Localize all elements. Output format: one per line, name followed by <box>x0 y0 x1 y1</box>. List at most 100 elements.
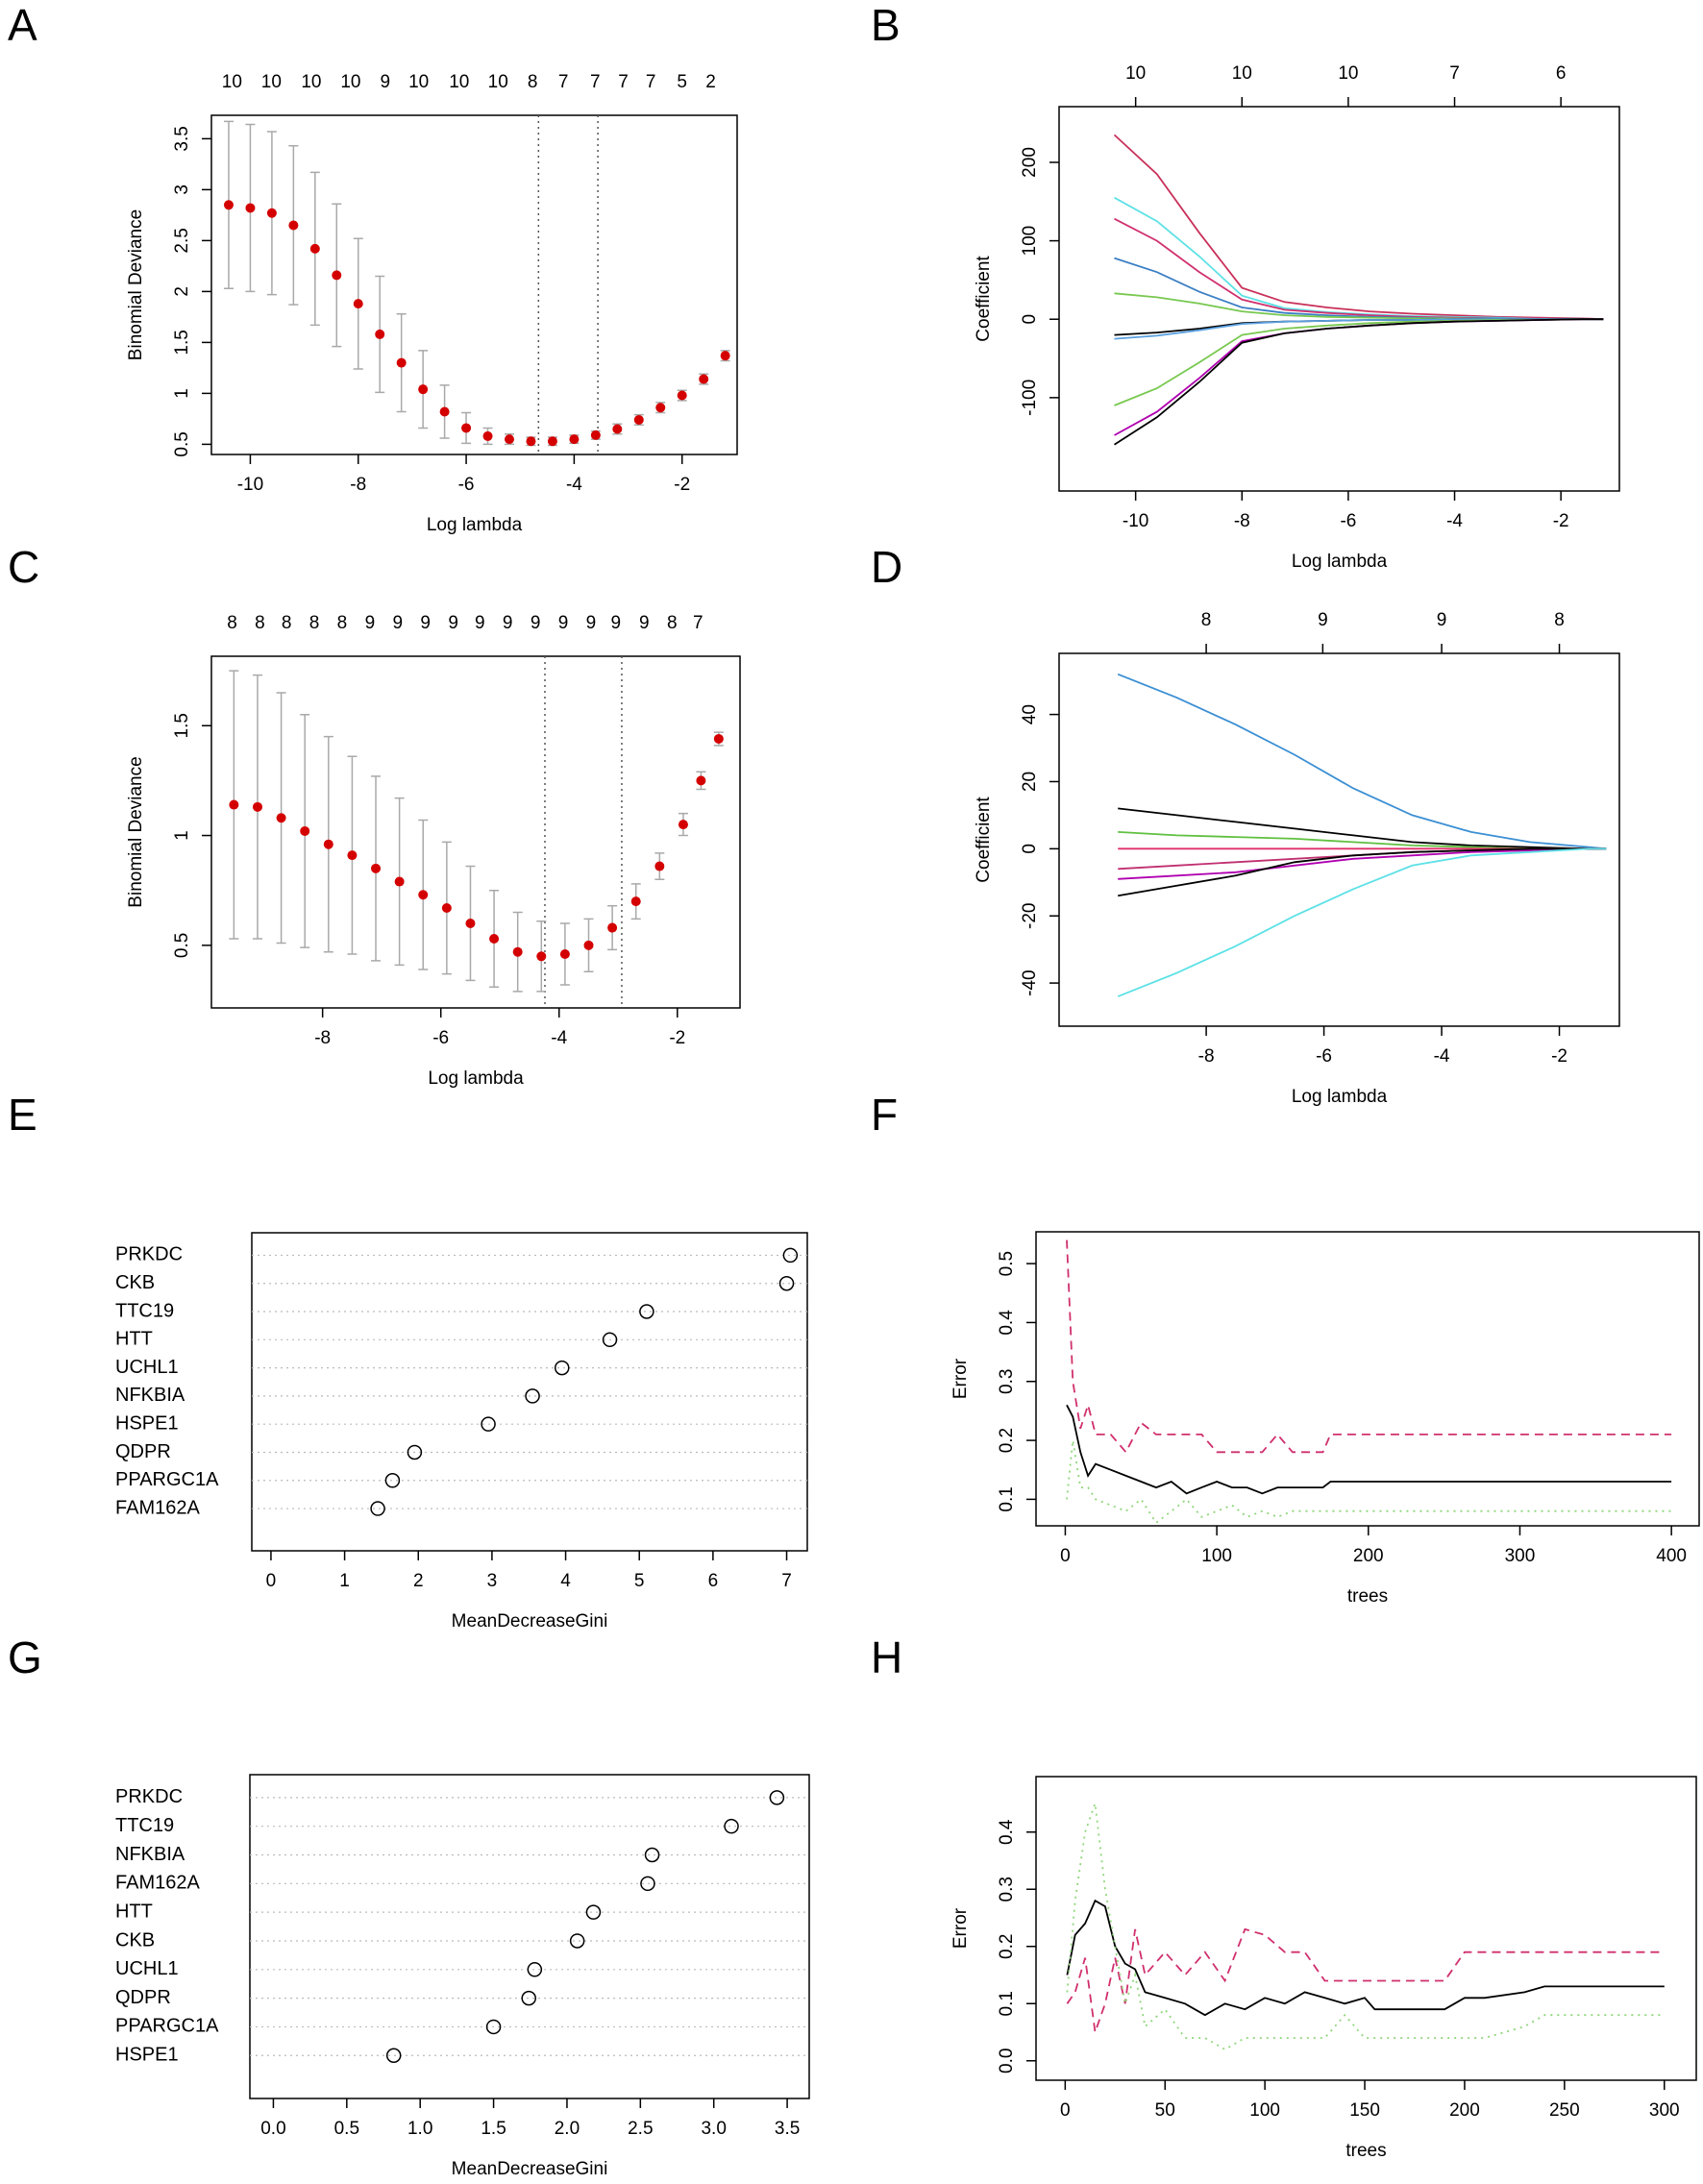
panel-letter: C <box>8 542 39 592</box>
point <box>505 434 515 445</box>
x-tick-label: 200 <box>1449 2100 1480 2121</box>
top-tick-label: 7 <box>590 72 601 92</box>
point <box>602 1332 618 1348</box>
point <box>654 861 665 871</box>
x-tick-label: 300 <box>1505 1546 1536 1566</box>
point <box>696 775 706 786</box>
plot-box <box>210 655 741 1009</box>
point <box>407 1444 423 1460</box>
y-tick-label: 0.1 <box>997 1991 1017 2016</box>
series-line <box>1114 318 1604 436</box>
series-line <box>1066 1239 1672 1454</box>
top-tick-label: 8 <box>1554 610 1565 630</box>
plot-box <box>249 1774 810 2099</box>
y-axis-title: Binomial Deviance <box>126 209 146 360</box>
point <box>536 951 547 962</box>
point <box>323 839 333 849</box>
x-tick-label: 2.5 <box>628 2119 653 2139</box>
x-tick-label: -6 <box>1340 511 1356 531</box>
y-tick-label: -20 <box>1020 902 1040 928</box>
plot-box <box>1058 652 1620 1027</box>
series-line <box>1066 1404 1672 1495</box>
series-line <box>1113 134 1604 321</box>
x-axis-title: Log lambda <box>428 1068 524 1089</box>
point <box>332 270 342 281</box>
point <box>527 1962 543 1977</box>
y-tick-label: 0.4 <box>997 1310 1017 1336</box>
x-axis-title: Log lambda <box>427 515 523 535</box>
point <box>630 896 641 907</box>
point <box>385 2048 402 2064</box>
y-tick-label: 3.5 <box>172 126 192 151</box>
point <box>512 946 523 957</box>
y-axis-title: Error <box>950 1907 971 1949</box>
x-axis-title: Log lambda <box>1292 1087 1388 1107</box>
x-tick-label: -8 <box>1234 511 1250 531</box>
top-tick-label: 10 <box>1125 63 1146 84</box>
point <box>353 299 363 309</box>
x-tick-label: 0.0 <box>260 2119 285 2139</box>
top-tick-label: 10 <box>488 72 508 92</box>
top-tick-label: 10 <box>1232 63 1252 84</box>
x-tick-label: 3 <box>487 1571 498 1591</box>
point <box>418 890 429 900</box>
point <box>229 799 239 810</box>
point <box>699 374 709 384</box>
series-line <box>1066 1803 1665 2050</box>
x-tick-label: 2 <box>413 1571 424 1591</box>
category-label: UCHL1 <box>115 1958 179 1979</box>
series-line <box>1117 673 1607 850</box>
x-tick-label: -2 <box>1551 1046 1567 1067</box>
category-label: HSPE1 <box>115 1412 179 1434</box>
point <box>521 1990 536 2006</box>
top-tick-label: 8 <box>309 613 320 633</box>
top-tick-label: 10 <box>222 72 242 92</box>
series-line <box>1114 318 1604 446</box>
point <box>678 820 688 830</box>
top-tick-label: 8 <box>255 613 265 633</box>
panel-letter: E <box>8 1090 37 1140</box>
x-tick-label: 3.5 <box>775 2119 800 2139</box>
category-label: HTT <box>115 1329 153 1350</box>
x-tick-label: 100 <box>1249 2100 1280 2121</box>
plot-box <box>1035 1776 1697 2081</box>
point <box>441 902 452 913</box>
x-tick-label: 400 <box>1656 1546 1687 1566</box>
top-tick-label: 8 <box>227 613 237 633</box>
point <box>461 423 472 433</box>
top-tick-label: 9 <box>531 613 541 633</box>
point <box>300 825 310 836</box>
category-label: PRKDC <box>115 1786 183 1807</box>
point <box>607 922 618 933</box>
point <box>569 434 580 445</box>
plot-box <box>1035 1231 1700 1527</box>
y-axis-title: Coefficient <box>974 256 994 342</box>
category-label: TTC19 <box>115 1300 174 1321</box>
top-tick-label: 7 <box>1449 63 1460 84</box>
x-tick-label: -4 <box>551 1028 567 1048</box>
y-tick-label: 1 <box>172 388 192 399</box>
top-tick-label: 8 <box>1201 610 1212 630</box>
series-line <box>1066 1899 1665 2017</box>
point <box>655 403 666 413</box>
point <box>482 430 493 441</box>
series-line <box>1066 1927 1665 2033</box>
y-axis-title: Error <box>950 1358 971 1399</box>
panel-letter: B <box>871 0 901 50</box>
top-tick-label: 5 <box>677 72 687 92</box>
x-axis-title: MeanDecreaseGini <box>452 2159 608 2179</box>
x-axis-title: trees <box>1345 2141 1386 2161</box>
y-tick-label: 1 <box>172 830 192 841</box>
x-tick-label: -10 <box>237 475 263 495</box>
point <box>590 429 601 440</box>
top-tick-label: 7 <box>646 72 656 92</box>
y-tick-label: 0.5 <box>172 933 192 958</box>
point <box>559 948 570 959</box>
top-tick-label: 9 <box>365 613 376 633</box>
y-tick-label: 0.3 <box>997 1369 1017 1394</box>
point <box>266 208 277 218</box>
y-tick-label: 2 <box>172 286 192 297</box>
category-label: PRKDC <box>115 1244 183 1265</box>
